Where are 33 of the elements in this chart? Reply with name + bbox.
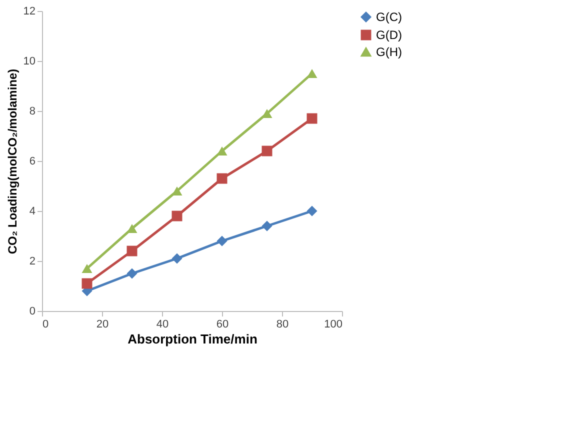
x-tick-label: 80	[276, 318, 289, 330]
point	[306, 68, 318, 78]
legend-label: G(D)	[376, 28, 402, 42]
point	[306, 113, 318, 124]
point	[82, 264, 92, 274]
y-tick-label: 12	[23, 6, 36, 18]
y-tick-label: 10	[23, 56, 36, 68]
point	[172, 253, 182, 264]
y-tick-label: 0	[29, 306, 36, 318]
x-tick-label: 0	[42, 318, 49, 330]
point	[262, 146, 272, 156]
point	[306, 206, 318, 216]
point	[126, 268, 138, 279]
x-tick-label: 60	[216, 318, 229, 330]
x-tick-label: 100	[324, 318, 342, 330]
y-tick-label: 2	[29, 256, 36, 268]
point	[126, 246, 138, 256]
x-axis-title: Absorption Time/min	[128, 332, 258, 346]
y-tick-label: 4	[29, 206, 36, 218]
legend-label: G(C)	[376, 10, 402, 24]
point	[82, 278, 92, 289]
x-tick-label: 20	[96, 318, 109, 330]
point	[126, 224, 138, 234]
y-axis-title: CO₂ Loading(molCO₂/molamine)	[5, 68, 20, 254]
point	[172, 210, 182, 222]
legend-label: G(H)	[376, 45, 402, 59]
y-tick-label: 8	[29, 106, 36, 118]
point	[216, 236, 228, 246]
point	[216, 146, 228, 156]
y-tick-label: 6	[29, 156, 36, 168]
point	[216, 173, 228, 184]
point	[262, 220, 272, 232]
x-tick-label: 40	[156, 318, 169, 330]
